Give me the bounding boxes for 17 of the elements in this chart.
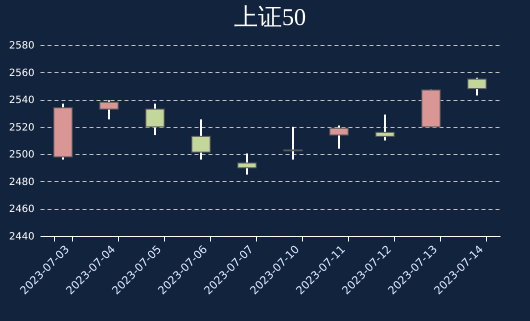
y-tick-label: 2560 [9, 68, 34, 79]
candlestick [467, 76, 487, 96]
candlestick [237, 152, 257, 176]
y-tick-label: 2500 [9, 150, 34, 161]
candlestick [99, 99, 119, 120]
y-tick-label: 2480 [9, 176, 34, 188]
candlestick [191, 118, 211, 161]
y-tick-label: 2440 [9, 232, 34, 242]
candlestick [145, 102, 165, 136]
y-tick-label: 2580 [9, 40, 34, 52]
chart-title: 上证50 [234, 5, 306, 31]
candlestick [329, 124, 349, 150]
y-tick-label: 2540 [9, 95, 34, 106]
candlestick [375, 114, 395, 142]
candlestick [283, 126, 303, 161]
y-tick-label: 2460 [9, 204, 34, 216]
y-tick-label: 2520 [9, 122, 34, 134]
